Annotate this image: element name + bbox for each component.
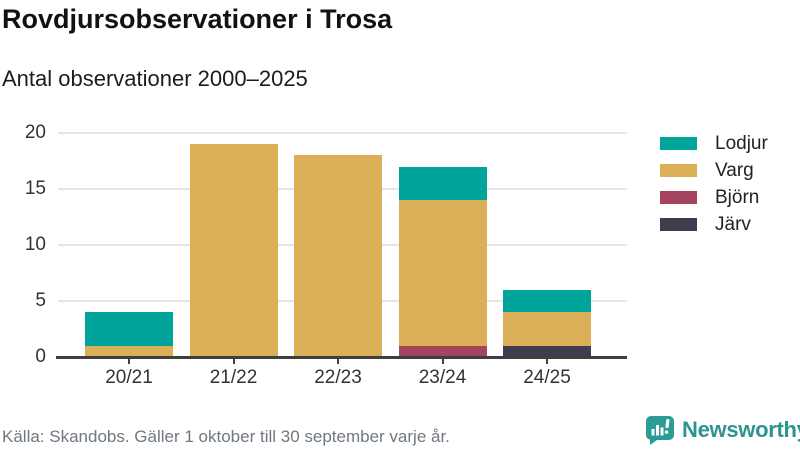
bar-segment-björn-23-24 [398, 345, 487, 357]
legend-item-björn: Björn [660, 184, 768, 211]
legend-item-lodjur: Lodjur [660, 130, 768, 157]
bar-segment-järv-24-25 [503, 345, 591, 357]
x-axis-tick [128, 359, 130, 364]
y-axis-tick-label: 15 [24, 178, 46, 199]
x-axis-tick-label: 22/23 [314, 367, 362, 388]
legend-label: Lodjur [715, 132, 768, 154]
legend-swatch-lodjur [660, 137, 697, 150]
legend-label: Järv [715, 213, 751, 235]
newsworthy-logo-icon [646, 416, 674, 445]
bar-segment-varg-23-24 [398, 200, 487, 346]
chart-subtitle: Antal observationer 2000–2025 [2, 66, 308, 91]
logo-bar-2 [656, 425, 659, 436]
x-axis-tick [337, 359, 339, 364]
chart-title: Rovdjursobservationer i Trosa [2, 4, 393, 34]
y-axis-tick-label: 5 [35, 290, 46, 311]
logo-exclamation [664, 419, 670, 434]
x-axis-tick-label: 20/21 [105, 367, 153, 388]
legend-swatch-järv [660, 218, 697, 231]
brand: Newsworthy [644, 414, 800, 446]
x-axis-tick [232, 359, 235, 364]
legend-swatch-varg [660, 164, 697, 177]
legend-item-varg: Varg [660, 157, 768, 184]
x-axis-tick [441, 359, 444, 364]
bar-segment-varg-22-23 [294, 155, 382, 357]
x-axis-tick-label: 24/25 [523, 367, 571, 388]
legend-label: Varg [715, 159, 754, 181]
source-note: Källa: Skandobs. Gäller 1 oktober till 3… [2, 427, 450, 446]
bar-segment-varg-24-25 [503, 312, 591, 346]
logo-bar-1 [651, 429, 655, 436]
x-axis-tick [546, 359, 548, 364]
y-axis-tick-label: 0 [35, 346, 46, 367]
x-axis-tick-label: 23/24 [418, 367, 467, 388]
logo-bar-3 [660, 427, 664, 436]
x-axis-tick-label: 21/22 [209, 367, 258, 388]
legend-label: Björn [715, 186, 760, 208]
gridline-y20 [58, 132, 627, 134]
legend-swatch-björn [660, 191, 697, 204]
bar-segment-lodjur-24-25 [503, 289, 591, 313]
y-axis-tick-label: 10 [24, 234, 46, 255]
legend: Lodjur Varg Björn Järv [660, 130, 768, 238]
y-axis-tick-label: 20 [24, 122, 46, 143]
x-axis-line [56, 356, 627, 359]
bar-segment-lodjur-23-24 [398, 166, 487, 201]
bar-segment-varg-21-22 [189, 144, 278, 357]
brand-name: Newsworthy [682, 417, 800, 442]
legend-item-järv: Järv [660, 211, 768, 238]
bar-segment-varg-20-21 [85, 345, 173, 357]
bar-segment-lodjur-20-21 [85, 312, 173, 346]
